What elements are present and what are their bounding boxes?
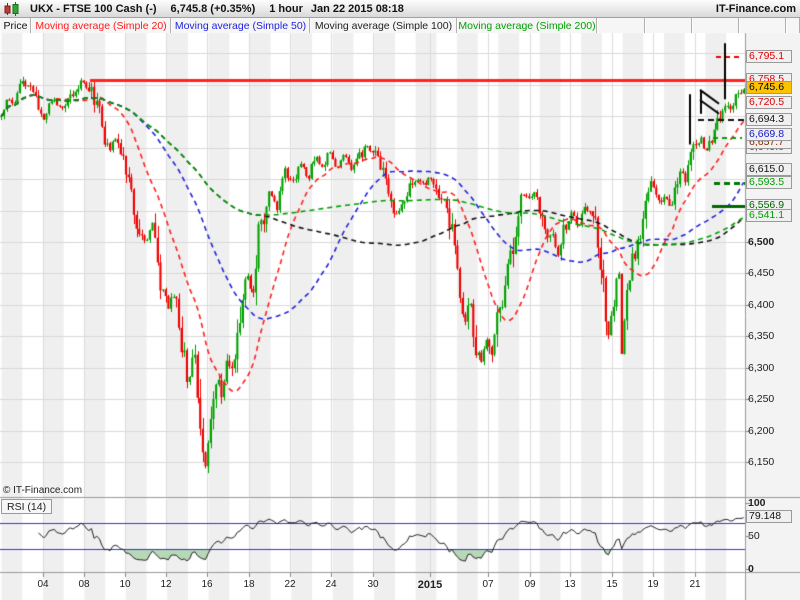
toolbar-cell-price[interactable]: Price: [0, 18, 31, 33]
chart-header: UKX - FTSE 100 Cash (-) 6,745.8 (+0.35%)…: [0, 0, 800, 18]
brand-label: IT-Finance.com: [715, 2, 796, 15]
instrument-title: UKX - FTSE 100 Cash (-): [30, 2, 157, 15]
toolbar-cell-moving-average-simple-20-[interactable]: Moving average (Simple 20): [31, 18, 171, 33]
toolbar-cell-empty[interactable]: [645, 18, 692, 33]
toolbar-cell-empty[interactable]: [739, 18, 786, 33]
toolbar-cell-empty[interactable]: [786, 18, 800, 33]
toolbar-cell-moving-average-simple-100-[interactable]: Moving average (Simple 100): [310, 18, 457, 33]
rsi-indicator-tab[interactable]: RSI (14): [1, 499, 53, 514]
timeframe-label: 1 hour: [269, 2, 303, 15]
datetime-label: Jan 22 2015 08:18: [310, 2, 404, 15]
toolbar-cell-moving-average-simple-200-[interactable]: Moving average (Simple 200): [457, 18, 597, 33]
toolbar-cell-moving-average-simple-50-[interactable]: Moving average (Simple 50): [171, 18, 310, 33]
candlestick-icon: [4, 1, 19, 16]
last-price-and-change: 6,745.8 (+0.35%): [170, 2, 256, 15]
indicator-toolbar: Price Moving average (Simple 20) Moving av…: [0, 18, 800, 33]
toolbar-cell-empty[interactable]: [597, 18, 645, 33]
toolbar-cell-empty[interactable]: [692, 18, 739, 33]
